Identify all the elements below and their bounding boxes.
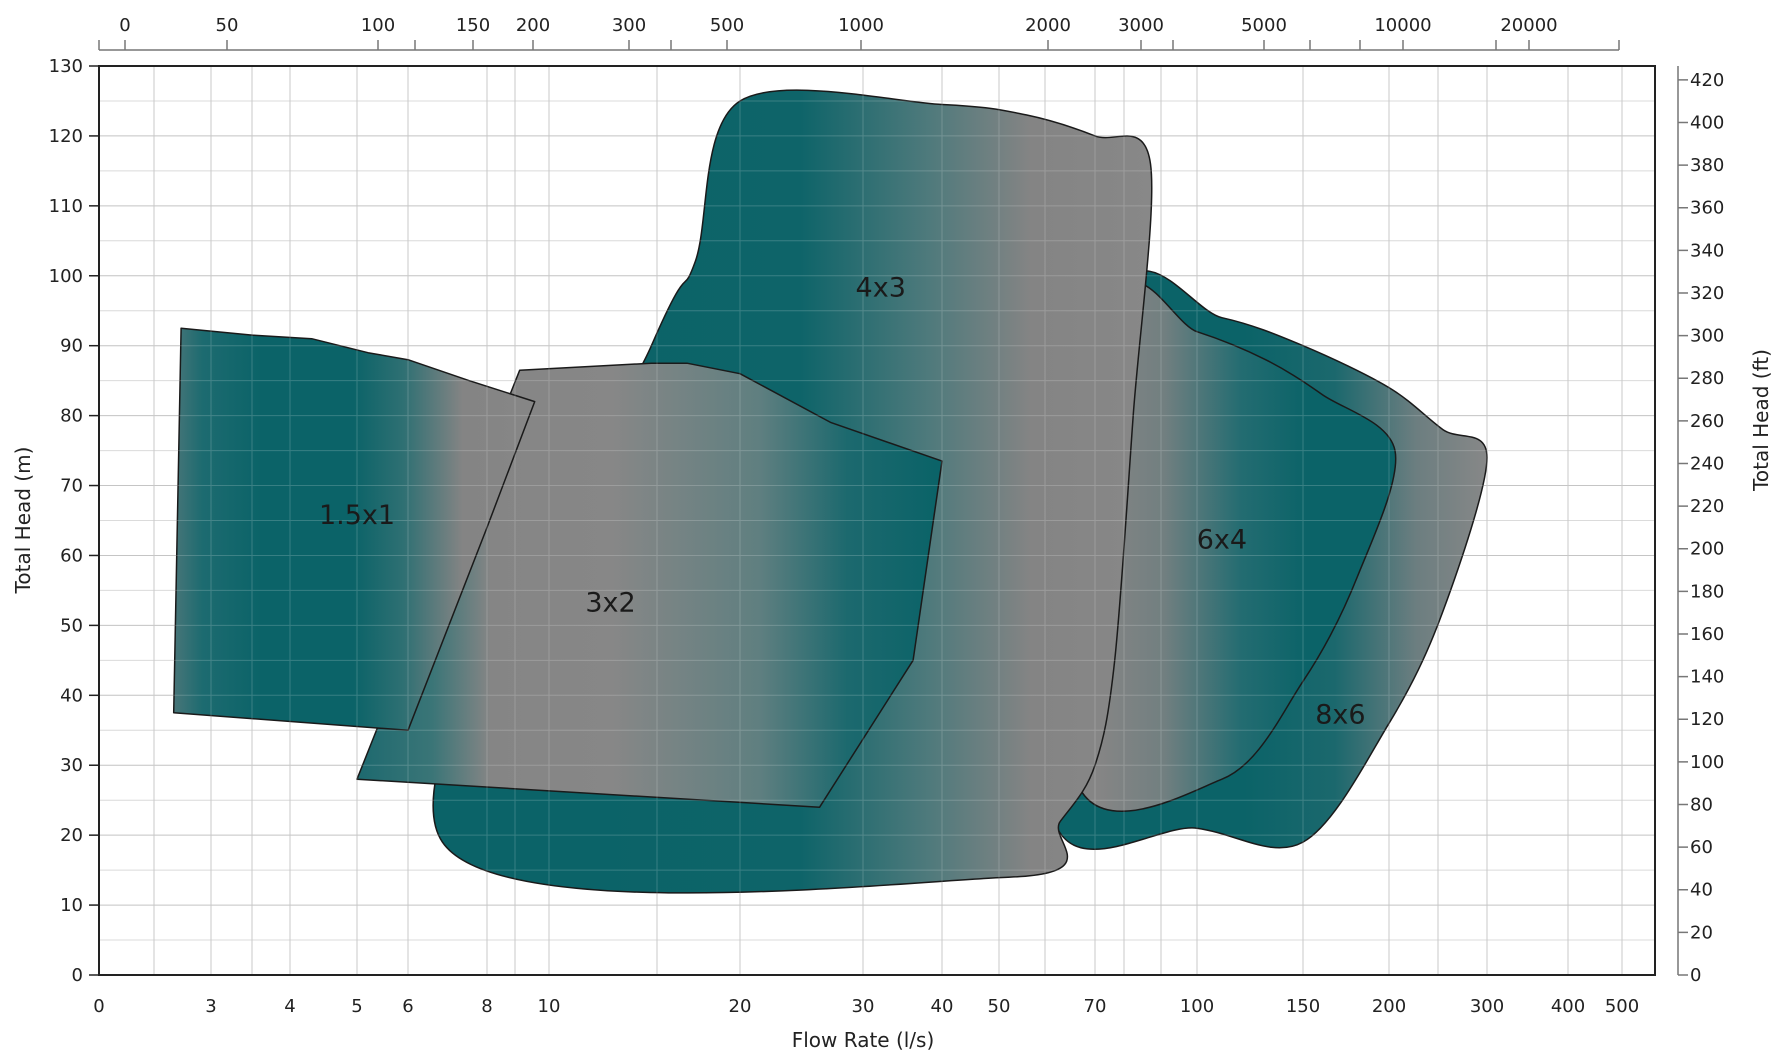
y-tick-label: 40: [60, 685, 83, 706]
top-tick-label: 1000: [838, 15, 884, 36]
x-tick-label: 300: [1470, 996, 1504, 1017]
x-tick-label: 10: [538, 996, 561, 1017]
y-tick-label: 120: [49, 126, 83, 147]
region-label-6x4: 6x4: [1197, 524, 1247, 555]
x-tick-label: 5: [351, 996, 362, 1017]
y2-tick-label: 220: [1690, 496, 1724, 517]
y-tick-label: 10: [60, 895, 83, 916]
y2-tick-label: 280: [1690, 368, 1724, 389]
y2-tick-label: 260: [1690, 411, 1724, 432]
top-tick-label: 50: [216, 15, 239, 36]
y2-tick-label: 340: [1690, 240, 1724, 261]
y2-tick-label: 320: [1690, 283, 1724, 304]
region-label-3x2: 3x2: [585, 587, 635, 618]
x-tick-label: 3: [205, 996, 216, 1017]
region-1-5x1: [172, 327, 536, 732]
y2-tick-label: 20: [1690, 922, 1713, 943]
y-tick-label: 50: [60, 615, 83, 636]
x-tick-label: 70: [1084, 996, 1107, 1017]
y-tick-label: 90: [60, 336, 83, 357]
y2-axis-title: Total Head (ft): [1749, 349, 1773, 492]
y2-tick-label: 40: [1690, 880, 1713, 901]
x-tick-label: 0: [93, 996, 104, 1017]
x-tick-label: 200: [1372, 996, 1406, 1017]
top-tick-label: 300: [612, 15, 646, 36]
y-tick-label: 0: [72, 965, 83, 986]
y2-tick-label: 300: [1690, 326, 1724, 347]
y2-tick-label: 120: [1690, 709, 1724, 730]
top-tick-label: 5000: [1241, 15, 1287, 36]
region-label-1-5x1: 1.5x1: [319, 500, 395, 531]
y-tick-label: 80: [60, 406, 83, 427]
top-tick-label: 2000: [1025, 15, 1071, 36]
x-tick-label: 50: [988, 996, 1011, 1017]
top-tick-label: 3000: [1118, 15, 1164, 36]
x-tick-label: 6: [402, 996, 413, 1017]
top-tick-label: 200: [516, 15, 550, 36]
grid-overlay: [98, 65, 1655, 976]
y-tick-label: 30: [60, 755, 83, 776]
top-tick-label: 10000: [1374, 15, 1431, 36]
region-labels: 8x6 6x4 4x3 3x2 1.5x1: [319, 273, 1366, 731]
y2-tick-label: 380: [1690, 155, 1724, 176]
top-tick-label: 500: [710, 15, 744, 36]
y2-tick-label: 420: [1690, 70, 1724, 91]
y-tick-label: 130: [49, 56, 83, 77]
y-tick-label: 110: [49, 196, 83, 217]
y2-tick-label: 200: [1690, 539, 1724, 560]
y2-tick-label: 400: [1690, 112, 1724, 133]
x-tick-label: 40: [931, 996, 954, 1017]
y2-tick-label: 140: [1690, 667, 1724, 688]
x-tick-label: 4: [284, 996, 295, 1017]
y-tick-label: 70: [60, 476, 83, 497]
x-tick-label: 8: [481, 996, 492, 1017]
y-tick-label: 100: [49, 266, 83, 287]
y2-tick-label: 360: [1690, 198, 1724, 219]
y2-tick-label: 60: [1690, 837, 1713, 858]
top-tick-label: 150: [456, 15, 490, 36]
region-label-8x6: 8x6: [1315, 699, 1365, 730]
x-tick-label: 20: [729, 996, 752, 1017]
y2-tick-label: 160: [1690, 624, 1724, 645]
region-label-4x3: 4x3: [856, 273, 906, 304]
y-axis-title: Total Head (m): [11, 447, 35, 595]
top-tick-label: 0: [119, 15, 130, 36]
plot-frame: [98, 65, 1656, 976]
x-tick-label: 30: [852, 996, 875, 1017]
y2-tick-label: 180: [1690, 581, 1724, 602]
y-tick-label: 60: [60, 545, 83, 566]
x-tick-label: 100: [1180, 996, 1214, 1017]
y2-tick-label: 100: [1690, 752, 1724, 773]
pump-size-regions: [98, 65, 1655, 976]
axes: 0102030405060708090100110120130020406080…: [11, 15, 1773, 1052]
y2-tick-label: 240: [1690, 453, 1724, 474]
x-tick-label: 400: [1551, 996, 1585, 1017]
y2-tick-label: 0: [1690, 965, 1701, 986]
y-tick-label: 20: [60, 825, 83, 846]
x-tick-label: 500: [1605, 996, 1639, 1017]
top-tick-label: 20000: [1500, 15, 1557, 36]
x-tick-label: 150: [1286, 996, 1320, 1017]
top-tick-label: 100: [361, 15, 395, 36]
x-axis-title: Flow Rate (l/s): [792, 1028, 935, 1052]
y2-tick-label: 80: [1690, 794, 1713, 815]
